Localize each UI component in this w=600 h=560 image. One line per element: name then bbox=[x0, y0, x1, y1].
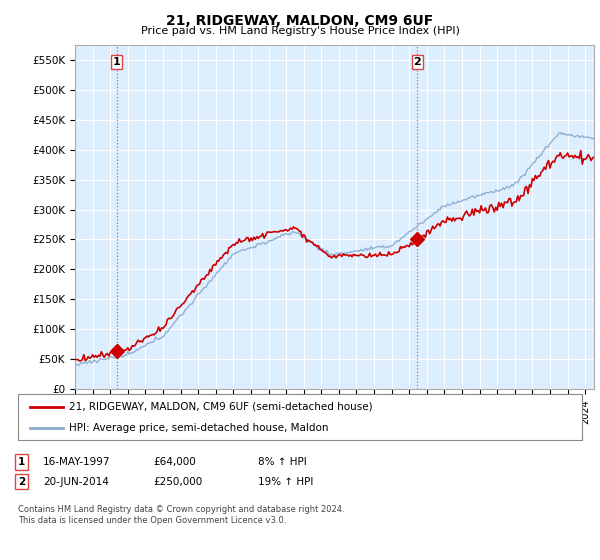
Text: 21, RIDGEWAY, MALDON, CM9 6UF: 21, RIDGEWAY, MALDON, CM9 6UF bbox=[166, 14, 434, 28]
Text: 20-JUN-2014: 20-JUN-2014 bbox=[43, 477, 109, 487]
Text: 21, RIDGEWAY, MALDON, CM9 6UF (semi-detached house): 21, RIDGEWAY, MALDON, CM9 6UF (semi-deta… bbox=[69, 402, 373, 412]
Text: 2: 2 bbox=[18, 477, 25, 487]
Text: 19% ↑ HPI: 19% ↑ HPI bbox=[258, 477, 313, 487]
Text: 1: 1 bbox=[113, 57, 121, 67]
Text: 8% ↑ HPI: 8% ↑ HPI bbox=[258, 457, 307, 467]
Text: £250,000: £250,000 bbox=[153, 477, 202, 487]
Text: HPI: Average price, semi-detached house, Maldon: HPI: Average price, semi-detached house,… bbox=[69, 423, 329, 433]
Text: 16-MAY-1997: 16-MAY-1997 bbox=[43, 457, 110, 467]
Text: Price paid vs. HM Land Registry's House Price Index (HPI): Price paid vs. HM Land Registry's House … bbox=[140, 26, 460, 36]
Text: Contains HM Land Registry data © Crown copyright and database right 2024.
This d: Contains HM Land Registry data © Crown c… bbox=[18, 505, 344, 525]
Text: 1: 1 bbox=[18, 457, 25, 467]
Text: £64,000: £64,000 bbox=[153, 457, 196, 467]
Text: 2: 2 bbox=[413, 57, 421, 67]
